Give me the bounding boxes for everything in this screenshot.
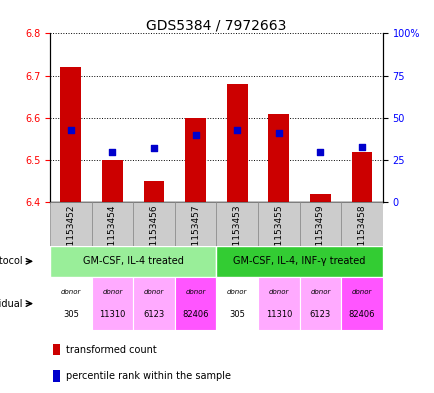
Title: GDS5384 / 7972663: GDS5384 / 7972663: [146, 18, 286, 32]
Bar: [92, 202, 133, 246]
Bar: [226, 84, 247, 202]
Bar: [102, 160, 122, 202]
Text: donor: donor: [227, 289, 247, 295]
Text: 82406: 82406: [182, 310, 208, 319]
Point: [316, 149, 323, 155]
Text: 11310: 11310: [99, 310, 125, 319]
Text: GSM1153456: GSM1153456: [149, 204, 158, 265]
Bar: [143, 181, 164, 202]
Bar: [216, 246, 382, 277]
Point: [358, 143, 365, 150]
Bar: [53, 344, 60, 355]
Bar: [50, 277, 92, 330]
Bar: [257, 277, 299, 330]
Point: [233, 127, 240, 133]
Bar: [299, 277, 340, 330]
Text: donor: donor: [144, 289, 164, 295]
Bar: [133, 277, 174, 330]
Text: GSM1153455: GSM1153455: [274, 204, 283, 265]
Bar: [340, 202, 382, 246]
Bar: [92, 277, 133, 330]
Bar: [257, 202, 299, 246]
Text: donor: donor: [309, 289, 330, 295]
Text: individual: individual: [0, 299, 23, 309]
Bar: [299, 202, 340, 246]
Text: GSM1153454: GSM1153454: [108, 204, 117, 265]
Bar: [351, 152, 372, 202]
Bar: [216, 277, 257, 330]
Text: donor: donor: [185, 289, 205, 295]
Text: 6123: 6123: [143, 310, 164, 319]
Bar: [309, 194, 330, 202]
Point: [150, 145, 157, 151]
Bar: [53, 370, 60, 382]
Text: GSM1153453: GSM1153453: [232, 204, 241, 265]
Text: GSM1153457: GSM1153457: [191, 204, 200, 265]
Text: GSM1153458: GSM1153458: [357, 204, 366, 265]
Bar: [60, 67, 81, 202]
Point: [67, 127, 74, 133]
Bar: [50, 202, 92, 246]
Bar: [185, 118, 206, 202]
Bar: [216, 202, 257, 246]
Point: [108, 149, 115, 155]
Text: 82406: 82406: [348, 310, 375, 319]
Text: GSM1153452: GSM1153452: [66, 204, 75, 265]
Text: percentile rank within the sample: percentile rank within the sample: [66, 371, 230, 381]
Text: donor: donor: [102, 289, 122, 295]
Text: GM-CSF, IL-4, INF-γ treated: GM-CSF, IL-4, INF-γ treated: [233, 256, 365, 266]
Bar: [174, 202, 216, 246]
Text: donor: donor: [268, 289, 288, 295]
Bar: [268, 114, 289, 202]
Text: 11310: 11310: [265, 310, 291, 319]
Text: 305: 305: [229, 310, 245, 319]
Text: GM-CSF, IL-4 treated: GM-CSF, IL-4 treated: [82, 256, 183, 266]
Text: GSM1153459: GSM1153459: [315, 204, 324, 265]
Text: 305: 305: [63, 310, 79, 319]
Text: protocol: protocol: [0, 256, 23, 266]
Text: donor: donor: [60, 289, 81, 295]
Bar: [50, 246, 216, 277]
Text: 6123: 6123: [309, 310, 330, 319]
Text: donor: donor: [351, 289, 372, 295]
Text: transformed count: transformed count: [66, 345, 156, 355]
Point: [192, 132, 199, 138]
Bar: [340, 277, 382, 330]
Bar: [133, 202, 174, 246]
Point: [275, 130, 282, 136]
Bar: [174, 277, 216, 330]
